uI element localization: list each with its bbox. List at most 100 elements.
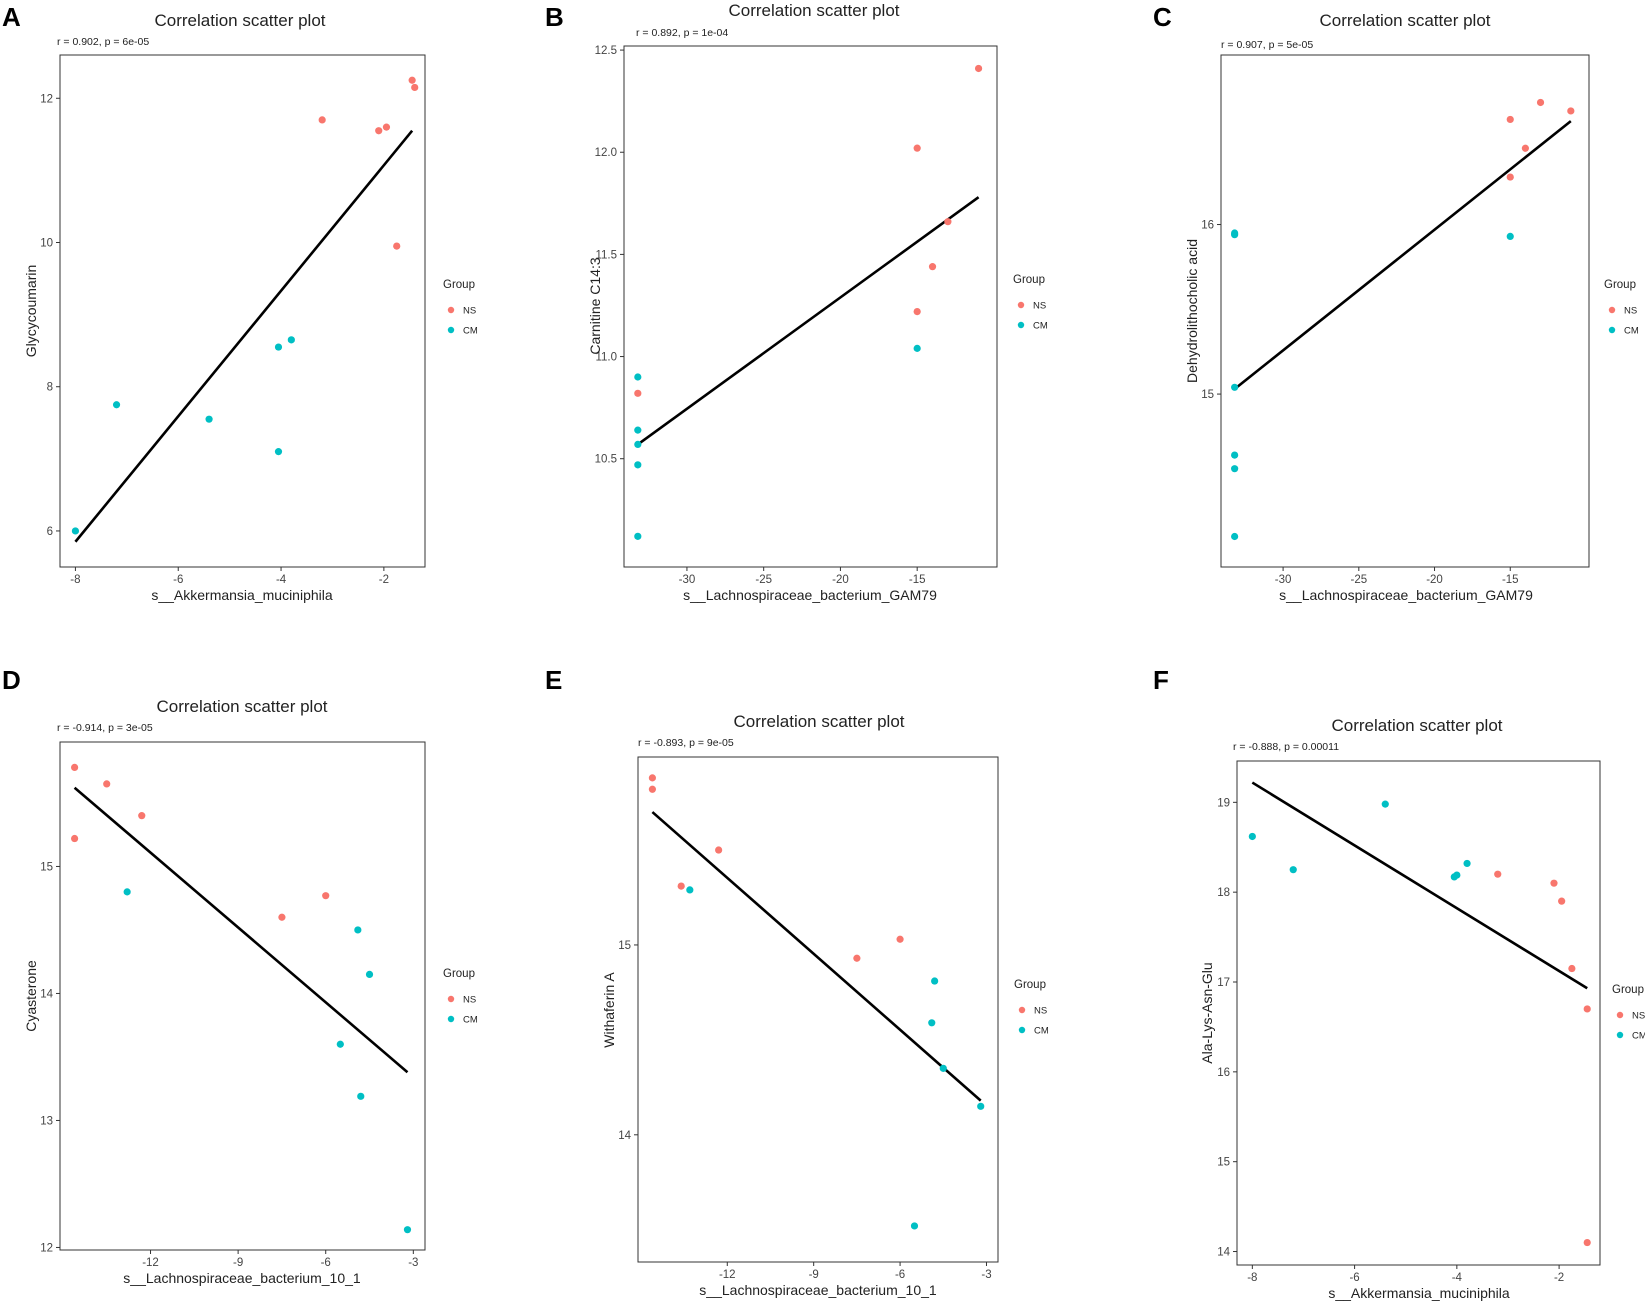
chart-c-point-cm [1506,232,1514,241]
chart-d-title: Correlation scatter plot [156,697,327,716]
chart-a-point-ns [375,127,383,135]
chart-e-point-ns [648,785,657,793]
chart-f-point-cm [1453,871,1461,879]
chart-f-x-tick-label: -2 [1554,1272,1564,1284]
chart-f-x-tick-label: -6 [1349,1272,1359,1284]
chart-f-y-tick-label: 19 [1217,797,1230,809]
chart-f-x-axis-label: s__Akkermansia_muciniphila [1328,1285,1510,1301]
chart-d-point-ns [278,913,286,921]
chart-a-point-cm [287,336,295,344]
chart-d-x-tick-label: -3 [408,1257,418,1269]
chart-f-legend-label-ns: NS [1632,1011,1645,1022]
chart-e-point-cm [686,886,694,894]
chart-b-point-cm [634,426,642,434]
chart-b-y-tick-label: 12.0 [595,147,617,159]
chart-b-legend-marker-ns [1017,301,1025,309]
chart-b-plot-frame [623,45,998,568]
chart-d-point-cm [365,970,374,979]
chart-c-legend-marker-cm [1608,326,1616,334]
chart-c-regression-line [1233,120,1572,391]
chart-a-x-tick-label: -4 [276,574,287,586]
chart-a-y-axis-label: Glycycoumarin [23,265,39,358]
chart-b-x-tick-label: -30 [679,574,696,586]
chart-b-point-ns [913,144,921,152]
chart-d-legend-marker-cm [447,1015,455,1023]
chart-f-plot-frame [1236,760,1601,1266]
chart-d-regression-line [73,786,409,1074]
chart-b-panel-letter: B [545,2,564,32]
chart-a-regression-line [74,129,414,543]
chart-e-y-tick-label: 15 [618,940,631,952]
chart-c-x-tick-label: -30 [1275,574,1292,586]
chart-c-x-tick-label: -20 [1426,574,1443,586]
chart-f-regression-line [1251,781,1588,990]
chart-e-x-tick-label: -6 [895,1269,905,1281]
chart-d-point-ns [103,780,111,788]
chart-a-y-tick-label: 10 [40,237,53,249]
chart-f-legend-label-cm: CM [1632,1031,1645,1042]
chart-e-point-ns [853,954,861,962]
chart-c-y-tick-label: 16 [1201,220,1214,232]
chart-b-y-tick-label: 11.5 [595,249,617,261]
chart-e-x-axis-label: s__Lachnospiraceae_bacterium_10_1 [699,1282,937,1298]
chart-c-legend-label-cm: CM [1624,326,1639,337]
chart-b-point-ns [974,64,983,73]
chart-c-stat-label: r = 0.907, p = 5e-05 [1221,39,1313,51]
chart-d-plot-frame [59,741,426,1251]
chart-b-legend-label-ns: NS [1033,301,1046,312]
chart-b-regression-line [637,196,980,446]
chart-c-point-cm [1231,383,1239,391]
chart-a-point-cm [274,343,283,351]
chart-d-point-ns [71,763,79,772]
chart-e-legend-title: Group [1014,979,1046,991]
chart-d-x-axis-label: s__Lachnospiraceae_bacterium_10_1 [123,1270,361,1286]
chart-d-point-ns [71,834,79,843]
chart-a-point-ns [408,76,416,84]
chart-f-y-axis-label: Ala-Lys-Asn-Glu [1199,962,1215,1063]
chart-f-point-ns [1568,964,1576,973]
chart-b-point-ns [913,308,921,316]
chart-f-legend-marker-ns [1616,1011,1624,1019]
chart-a-y-tick-label: 12 [40,93,53,105]
chart-e-point-cm [910,1222,919,1230]
chart-c-point-ns [1536,98,1545,107]
chart-d-point-ns [322,892,330,900]
chart-f-y-tick-label: 16 [1217,1067,1230,1079]
chart-f-x-tick-label: -8 [1247,1272,1257,1284]
chart-d-y-axis-label: Cyasterone [23,960,39,1032]
chart-f-point-ns [1550,879,1558,887]
chart-c-x-tick-label: -15 [1502,574,1519,586]
chart-b-legend-label-cm: CM [1033,321,1048,332]
chart-f-stat-label: r = -0.888, p = 0.00011 [1233,741,1339,753]
chart-b-point-ns [634,389,642,397]
chart-b-point-cm [634,440,642,449]
chart-f-point-ns [1558,897,1566,905]
chart-e-point-cm [977,1102,985,1110]
chart-c-legend-marker-ns [1608,306,1616,314]
chart-e-x-tick-label: -3 [981,1269,991,1281]
chart-e-y-axis-label: Withaferin A [601,972,617,1048]
chart-d-x-tick-label: -12 [142,1257,159,1269]
chart-f-y-tick-label: 14 [1217,1247,1230,1259]
chart-d-y-tick-label: 13 [40,1115,53,1127]
chart-e-legend-label-cm: CM [1034,1026,1049,1037]
chart-e-point-ns [677,882,685,890]
chart-b-x-tick-label: -20 [832,574,849,586]
chart-f-y-tick-label: 17 [1217,977,1230,989]
chart-e-point-ns [715,846,723,854]
chart-c-point-cm [1231,451,1239,459]
chart-e-legend-label-ns: NS [1034,1006,1047,1017]
chart-a-point-ns [393,242,401,250]
chart-a-legend-marker-ns [447,306,455,314]
chart-a-x-tick-label: -8 [70,574,80,586]
chart-b-y-tick-label: 12.5 [595,45,617,57]
chart-e-point-cm [939,1064,947,1072]
chart-e-point-cm [931,977,939,985]
chart-c-point-ns [1506,115,1514,124]
chart-c-point-ns [1567,107,1575,115]
chart-c-point-cm [1231,465,1239,473]
chart-d-point-cm [336,1040,344,1048]
chart-a-stat-label: r = 0.902, p = 6e-05 [57,36,149,48]
chart-a-title: Correlation scatter plot [154,11,325,30]
chart-a-point-cm [205,415,213,423]
